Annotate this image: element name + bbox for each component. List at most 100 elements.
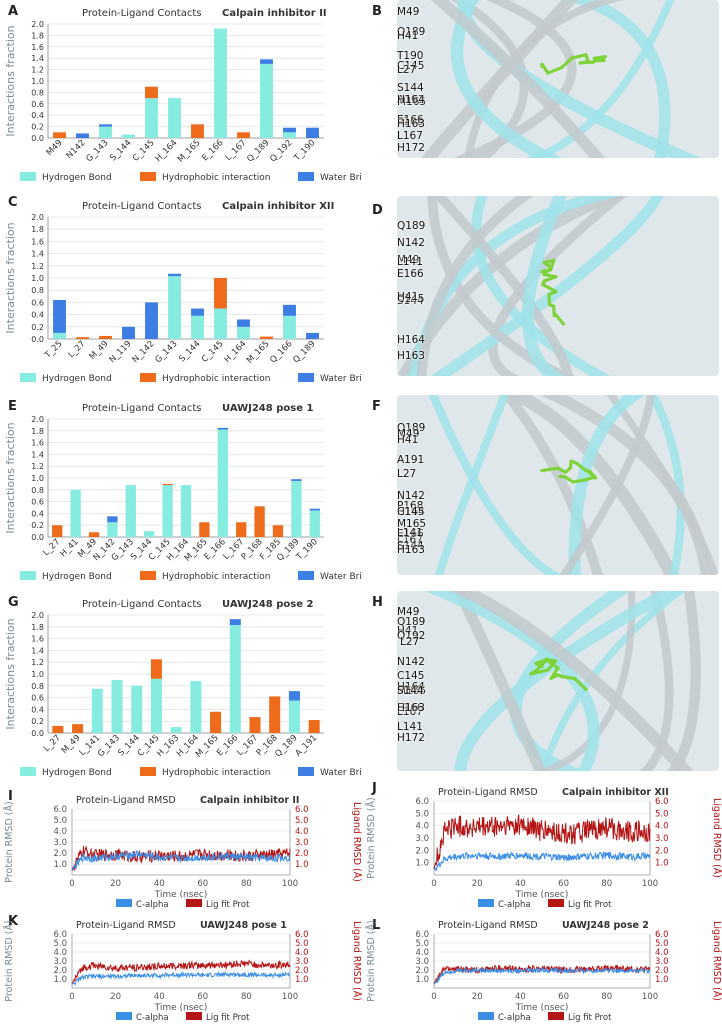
bar-segment-e-166-hydrogen-bond xyxy=(214,29,227,138)
y2-tick-label: 3.0 xyxy=(655,834,669,844)
y-axis-label: Interactions fraction xyxy=(4,222,17,333)
x-tick-label: L_27 xyxy=(67,339,88,360)
structure-svg xyxy=(397,591,719,771)
x-tick-label: C_145 xyxy=(200,339,226,365)
bar-segment-n-142-water-bridge xyxy=(145,302,158,339)
legend-label: Lig fit Prot xyxy=(568,1013,612,1023)
bar-segment-t-190-water-bridge xyxy=(306,128,319,138)
chart-title-bold: UAWJ248 pose 2 xyxy=(222,599,313,610)
chart-title-bold: Calpain inhibitor XII xyxy=(222,201,334,212)
bar-segment-n-142-water-bridge xyxy=(107,516,117,522)
residue-label: H172 xyxy=(397,732,425,744)
ligand-bond xyxy=(562,677,574,679)
residue-label: H41 xyxy=(397,30,418,42)
residue-label: Q189 xyxy=(397,220,425,232)
bar-segment-m-49-hydrophobic-interaction xyxy=(72,724,83,733)
bar-segment-g-143-hydrogen-bond xyxy=(99,127,112,138)
x-tick-label: 20 xyxy=(472,879,483,889)
y-axis-label: Interactions fraction xyxy=(4,618,17,729)
bar-segment-t-25-water-bridge xyxy=(53,300,66,333)
y-tick-label: 0.6 xyxy=(31,298,44,307)
legend-label: Hydrogen Bond xyxy=(42,173,112,183)
y2-tick-label: 4.0 xyxy=(655,948,669,958)
bar-segment-a-191-hydrophobic-interaction xyxy=(309,720,320,733)
bar-segment-c-145-hydrophobic-interaction xyxy=(145,87,158,98)
y-tick-label: 1.0 xyxy=(53,975,67,985)
bar-segment-s-144-hydrogen-bond xyxy=(191,316,204,339)
series-line-lig-fit-prot xyxy=(434,965,650,983)
contacts-chart-calpain-ii: Protein-Ligand Contacts Calpain inhibitor… xyxy=(0,0,362,192)
bar-segment-c-145-hydrophobic-interaction xyxy=(214,278,227,309)
y-axis-label: Protein RMSD (Å) xyxy=(3,801,15,882)
x-tick-label: G_143 xyxy=(84,138,110,164)
legend-swatch xyxy=(298,571,314,580)
bar-segment-h-41-hydrogen-bond xyxy=(70,490,80,537)
x-tick-label: H_164 xyxy=(154,138,180,164)
panel-letter-f: F xyxy=(372,399,381,414)
x-tick-label: 80 xyxy=(241,879,252,889)
y2-tick-label: 4.0 xyxy=(655,822,669,832)
bar-segment-q-189-hydrogen-bond xyxy=(291,481,301,537)
structure-svg xyxy=(397,395,719,575)
x-tick-label: 60 xyxy=(558,992,569,1002)
chart-title: Protein-Ligand Contacts xyxy=(82,201,201,212)
y-tick-label: 0.6 xyxy=(31,100,44,109)
chart-title-bold: UAWJ248 pose 2 xyxy=(562,920,649,931)
series-line-lig-fit-prot xyxy=(434,815,650,869)
chart-title-bold: Calpain inhibitor II xyxy=(222,8,327,19)
y2-tick-label: 4.0 xyxy=(295,827,309,837)
x-tick-label: 80 xyxy=(241,992,252,1002)
legend-label: Lig fit Prot xyxy=(568,900,612,910)
series-line-c-alpha xyxy=(434,852,650,871)
series-line-c-alpha xyxy=(72,972,290,984)
y-tick-label: 0.6 xyxy=(31,498,44,507)
x-tick-label: A_191 xyxy=(294,733,320,759)
bar-segment-h-163-hydrogen-bond xyxy=(171,727,182,733)
y-tick-label: 6.0 xyxy=(53,805,67,815)
y-tick-label: 1.4 xyxy=(31,646,44,655)
x-tick-label: H_164 xyxy=(223,339,249,365)
chart-title: Protein-Ligand RMSD xyxy=(438,920,538,931)
y-tick-label: 5.0 xyxy=(415,809,429,819)
y-tick-label: 0.4 xyxy=(31,311,44,320)
bar-segment-c-145-hydrogen-bond xyxy=(162,485,172,537)
y2-tick-label: 6.0 xyxy=(655,930,669,940)
x-tick-label: T_190 xyxy=(292,138,318,164)
bar-segment-p-168-hydrophobic-interaction xyxy=(254,506,264,537)
bar-segment-h-164-hydrogen-bond xyxy=(181,485,191,537)
residue-label: H163 xyxy=(397,350,425,362)
residue-label: S144 xyxy=(397,685,424,697)
residue-label: C145 xyxy=(397,506,424,518)
y-tick-label: 1.0 xyxy=(415,975,429,985)
x-axis-label: Time (nsec) xyxy=(515,1003,569,1013)
y-tick-label: 1.8 xyxy=(31,427,44,436)
y-tick-label: 1.0 xyxy=(31,274,44,283)
y-axis-label: Protein RMSD (Å) xyxy=(3,920,15,1001)
x-tick-label: 100 xyxy=(642,879,658,889)
x-tick-label: M_165 xyxy=(176,138,203,165)
bar-segment-q-189-hydrogen-bond xyxy=(260,64,273,138)
chart-title: Protein-Ligand Contacts xyxy=(82,8,201,19)
x-axis-label: Time (nsec) xyxy=(515,890,569,900)
x-tick-label: 0 xyxy=(431,992,436,1002)
legend-label: Lig fit Prot xyxy=(206,900,250,910)
bar-segment-g-143-hydrogen-bond xyxy=(111,680,122,733)
bar-segment-e-166-water-bridge xyxy=(218,428,228,430)
y-tick-label: 0.0 xyxy=(31,729,44,738)
y-tick-label: 2.0 xyxy=(415,966,429,976)
residue-label: H163 xyxy=(397,544,425,556)
x-tick-label: Q_189 xyxy=(245,138,271,164)
y-tick-label: 0.2 xyxy=(31,717,44,726)
residue-label: E166 xyxy=(397,268,424,280)
bar-segment-n-119-water-bridge xyxy=(122,327,135,339)
y-tick-label: 1.4 xyxy=(31,54,44,63)
y-tick-label: 1.0 xyxy=(53,860,67,870)
bar-segment-h-164-water-bridge xyxy=(237,319,250,326)
legend-label: C-alpha xyxy=(498,1013,531,1023)
legend-swatch xyxy=(20,172,36,181)
bar-segment-t-190-hydrogen-bond xyxy=(310,510,320,537)
